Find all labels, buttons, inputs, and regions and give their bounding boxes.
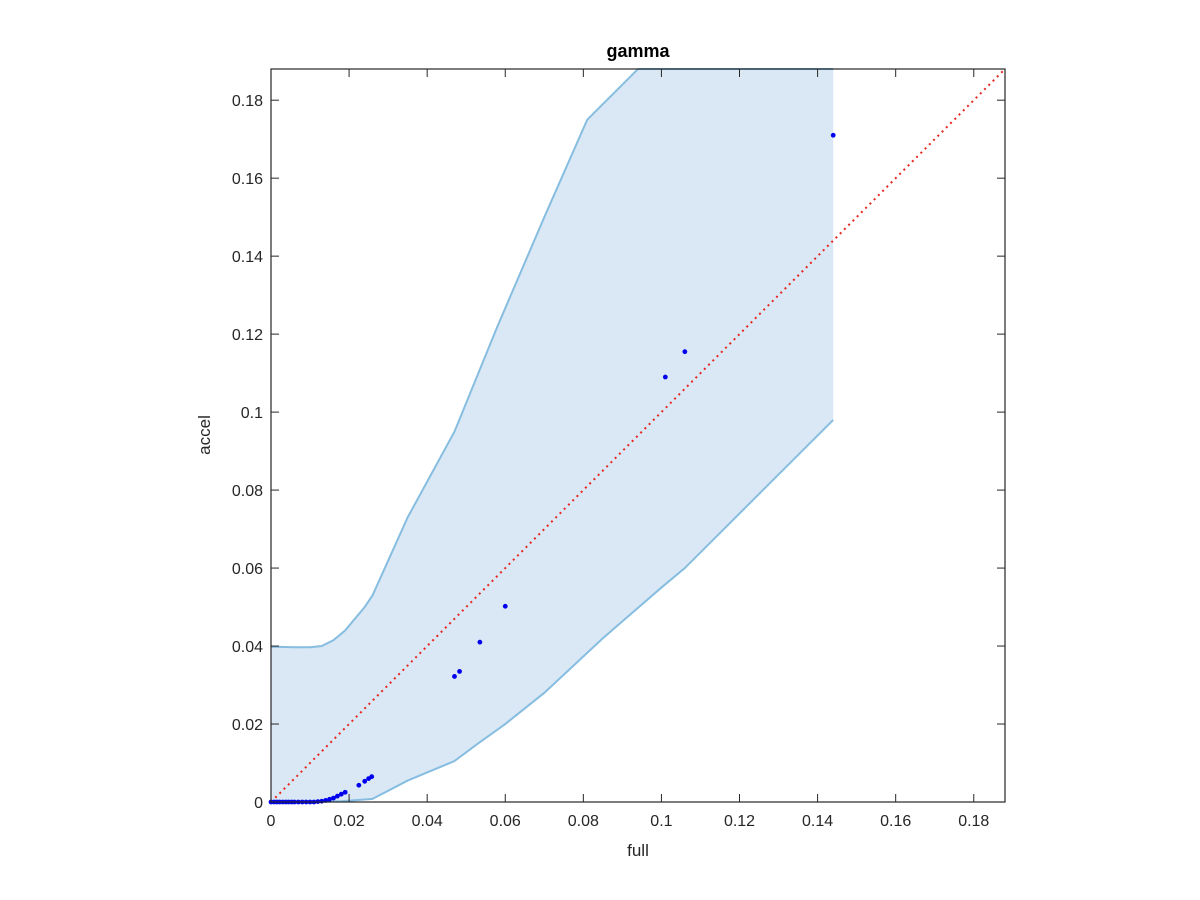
x-tick-label: 0.12 <box>724 813 755 830</box>
x-tick-label: 0.08 <box>568 813 599 830</box>
data-point <box>502 603 508 609</box>
axes-box <box>270 68 1006 803</box>
data-point <box>338 791 344 797</box>
confidence-band <box>271 69 834 802</box>
y-tick-label: 0.18 <box>232 93 263 110</box>
data-point <box>830 132 836 138</box>
data-point <box>327 796 332 802</box>
x-tick-label: 0 <box>267 813 276 830</box>
y-tick-label: 0.02 <box>232 717 263 734</box>
band-lower-edge <box>271 419 834 803</box>
x-tick-label: 0.02 <box>334 813 365 830</box>
data-point <box>452 674 457 679</box>
x-tick-label: 0.06 <box>490 813 521 830</box>
reference-line <box>270 68 1006 803</box>
x-tick-label: 0.04 <box>412 813 443 830</box>
y-tick-label: 0.08 <box>232 483 263 500</box>
y-tick-label: 0.06 <box>232 561 263 578</box>
data-point <box>477 639 483 645</box>
data-point <box>682 349 688 355</box>
data-point <box>331 795 336 801</box>
x-tick-label: 0.14 <box>802 813 833 830</box>
y-tick-label: 0.16 <box>232 171 263 188</box>
y-tick-label: 0.1 <box>241 405 263 422</box>
y-axis-label: accel <box>195 415 214 455</box>
data-point <box>362 778 368 784</box>
data-point <box>662 374 668 380</box>
y-tick-label: 0.04 <box>232 639 263 656</box>
data-point <box>342 789 348 795</box>
x-tick-label: 0.1 <box>650 813 672 830</box>
band-upper-edge <box>270 68 834 649</box>
data-point <box>369 774 375 780</box>
data-point <box>457 668 462 674</box>
y-tick-label: 0 <box>254 795 263 812</box>
y-tick-label: 0.14 <box>232 249 263 266</box>
y-tick-label: 0.12 <box>232 327 263 344</box>
x-tick-label: 0.16 <box>880 813 911 830</box>
plot-area: 0 0.02 0.04 0.06 0.08 0.1 0.12 0.14 0.16 0.18 0 0.0… <box>232 68 1006 830</box>
chart-title: gamma <box>606 41 670 61</box>
data-point <box>334 793 340 799</box>
data-point <box>356 782 362 788</box>
x-axis-label: full <box>627 841 649 860</box>
x-tick-label: 0.18 <box>958 813 989 830</box>
